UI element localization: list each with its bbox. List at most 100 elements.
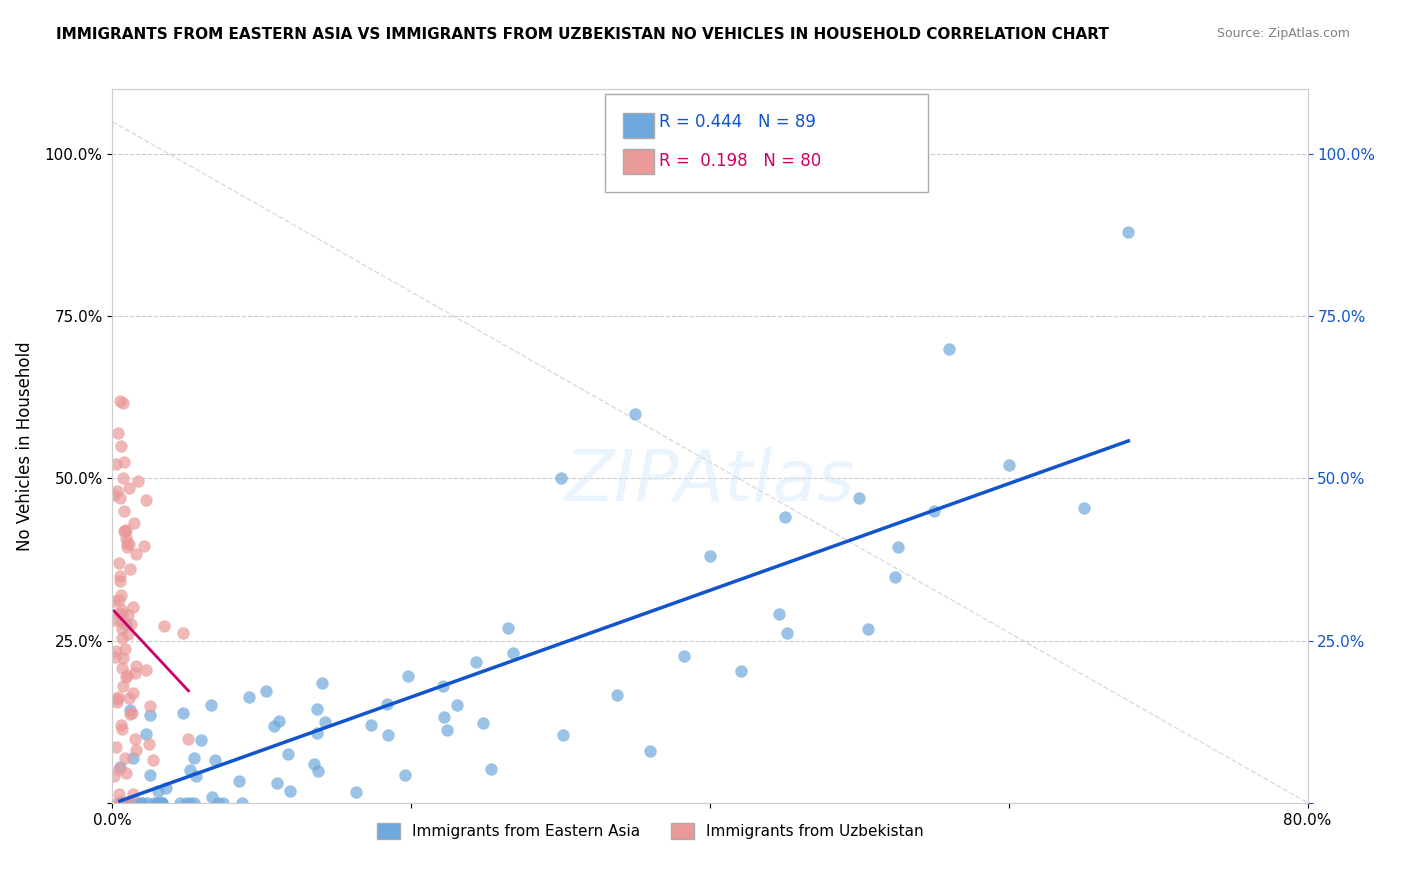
Point (479, 762, 502, 776)
Point (104, 644, 127, 658)
Point (238, 690, 260, 704)
Point (111, 395, 134, 409)
Point (122, 750, 145, 764)
Point (146, 796, 169, 810)
Point (254, 683, 277, 698)
Point (377, 728, 399, 742)
Point (124, 732, 146, 747)
Point (142, 753, 165, 767)
Point (1118, 225, 1140, 239)
Point (204, 753, 226, 767)
Point (120, 617, 142, 632)
Point (120, 562, 142, 576)
Point (111, 651, 134, 665)
Point (110, 717, 132, 731)
Point (135, 727, 157, 741)
Point (302, 757, 325, 772)
Legend: Immigrants from Eastern Asia, Immigrants from Uzbekistan: Immigrants from Eastern Asia, Immigrants… (371, 817, 929, 845)
Point (502, 646, 524, 660)
Point (150, 796, 173, 810)
Point (176, 796, 198, 810)
Text: R =  0.198   N = 80: R = 0.198 N = 80 (659, 152, 821, 169)
Point (432, 679, 454, 693)
Point (122, 686, 145, 700)
Point (848, 491, 870, 505)
Point (377, 698, 399, 712)
Point (108, 796, 131, 810)
Point (111, 607, 134, 622)
Point (117, 607, 139, 622)
Point (277, 747, 299, 761)
Point (105, 739, 128, 754)
Point (118, 690, 141, 705)
Point (104, 650, 127, 665)
Point (121, 706, 143, 720)
Point (124, 666, 146, 681)
Point (111, 632, 134, 646)
Point (118, 536, 141, 550)
Point (146, 796, 169, 810)
Text: Source: ZipAtlas.com: Source: ZipAtlas.com (1216, 27, 1350, 40)
Y-axis label: No Vehicles in Household: No Vehicles in Household (15, 341, 34, 551)
Point (143, 796, 166, 810)
Point (108, 568, 131, 582)
Text: IMMIGRANTS FROM EASTERN ASIA VS IMMIGRANTS FROM UZBEKISTAN NO VEHICLES IN HOUSEH: IMMIGRANTS FROM EASTERN ASIA VS IMMIGRAN… (56, 27, 1109, 42)
Point (153, 618, 176, 632)
Point (125, 743, 148, 757)
Point (114, 524, 136, 538)
Point (108, 796, 131, 810)
Point (553, 728, 575, 742)
Point (135, 796, 157, 810)
Point (640, 744, 662, 758)
Point (112, 524, 135, 538)
Point (856, 622, 879, 636)
Point (110, 588, 132, 602)
Point (183, 751, 205, 765)
Point (464, 655, 486, 669)
Point (112, 796, 135, 810)
Point (172, 625, 194, 640)
Point (938, 342, 960, 356)
Point (266, 776, 288, 790)
Point (307, 702, 329, 716)
Point (105, 457, 128, 471)
Point (118, 796, 141, 810)
Point (179, 796, 201, 810)
Point (117, 627, 139, 641)
Point (108, 606, 131, 620)
Point (624, 407, 647, 421)
Point (121, 599, 143, 614)
Point (311, 675, 333, 690)
Point (148, 784, 170, 798)
Point (118, 703, 141, 717)
Point (606, 688, 628, 702)
Point (122, 516, 145, 531)
Point (108, 760, 131, 774)
Point (344, 785, 367, 799)
Point (550, 471, 572, 485)
Point (138, 738, 160, 752)
Point (108, 574, 131, 588)
Point (263, 719, 285, 733)
Point (394, 768, 416, 782)
Point (115, 617, 138, 632)
Point (103, 488, 125, 502)
Point (115, 540, 138, 554)
Point (132, 539, 155, 553)
Point (108, 787, 131, 801)
Text: ZIPAtlas: ZIPAtlas (565, 447, 855, 516)
Point (672, 649, 695, 664)
Point (768, 607, 790, 621)
Point (103, 594, 125, 608)
Point (776, 626, 799, 640)
Point (172, 706, 194, 720)
Point (124, 659, 146, 673)
Point (115, 766, 138, 780)
Point (114, 641, 136, 656)
Point (211, 796, 233, 810)
Point (103, 769, 125, 783)
Point (125, 547, 148, 561)
Point (108, 556, 131, 570)
Point (150, 796, 173, 810)
Point (120, 796, 142, 810)
